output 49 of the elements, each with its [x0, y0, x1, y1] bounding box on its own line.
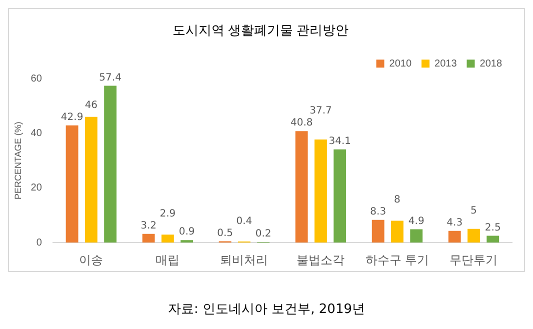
legend-label: 2010: [389, 58, 412, 70]
data-label: 0.9: [178, 226, 195, 238]
data-label: 3.2: [140, 220, 157, 232]
bar: [104, 86, 117, 243]
y-tick-label: 0: [36, 237, 42, 248]
data-label: 57.4: [99, 72, 122, 84]
data-label: 42.9: [60, 112, 84, 123]
data-label: 0.4: [236, 216, 252, 227]
data-label: 4.9: [408, 216, 424, 227]
x-tick-label: 이송: [79, 253, 104, 268]
data-label: 0.5: [217, 228, 234, 239]
bar: [372, 220, 384, 243]
bar: [448, 230, 461, 243]
y-tick-label: 60: [30, 73, 42, 84]
legend-label: 2018: [480, 58, 502, 70]
x-tick-label: 무단투기: [450, 253, 498, 268]
bar: [468, 228, 480, 243]
y-tick-label: 20: [30, 182, 42, 194]
data-label: 40.8: [290, 118, 313, 129]
legend-label: 2013: [434, 58, 458, 70]
bar: [295, 131, 308, 243]
data-label: 2.5: [484, 222, 501, 234]
data-label: 4.3: [446, 217, 463, 228]
bar: [486, 236, 500, 243]
bar: [391, 220, 404, 243]
data-label: 0.2: [255, 228, 272, 240]
bar: [161, 234, 174, 243]
bar: [180, 240, 194, 243]
bar: [410, 229, 423, 243]
bar: [314, 140, 327, 243]
text: 자료: 인도네시아 보건부, 2019년: [167, 301, 366, 318]
x-tick-label: 매립: [156, 253, 180, 268]
bar: [142, 234, 155, 243]
x-tick-label: 퇴비처리: [220, 253, 268, 268]
data-label: 2.9: [160, 208, 176, 220]
x-tick-label: 하수구 투기: [366, 253, 429, 268]
bar: [66, 125, 78, 243]
bar: [334, 149, 346, 243]
data-label: 5: [470, 205, 477, 216]
chart-title: 도시지역 생활폐기물 관리방안: [172, 22, 349, 38]
data-label: 34.1: [328, 136, 351, 147]
data-label: 8.3: [370, 206, 386, 218]
data-label: 8: [394, 194, 400, 206]
y-tick-label: 40: [30, 128, 42, 140]
data-label: 46: [84, 100, 98, 111]
data-label: 37.7: [310, 106, 332, 117]
bar: [84, 116, 98, 243]
x-tick-label: 불법소각: [296, 253, 345, 268]
y-axis-title: PERCENTAGE (%): [12, 122, 23, 200]
